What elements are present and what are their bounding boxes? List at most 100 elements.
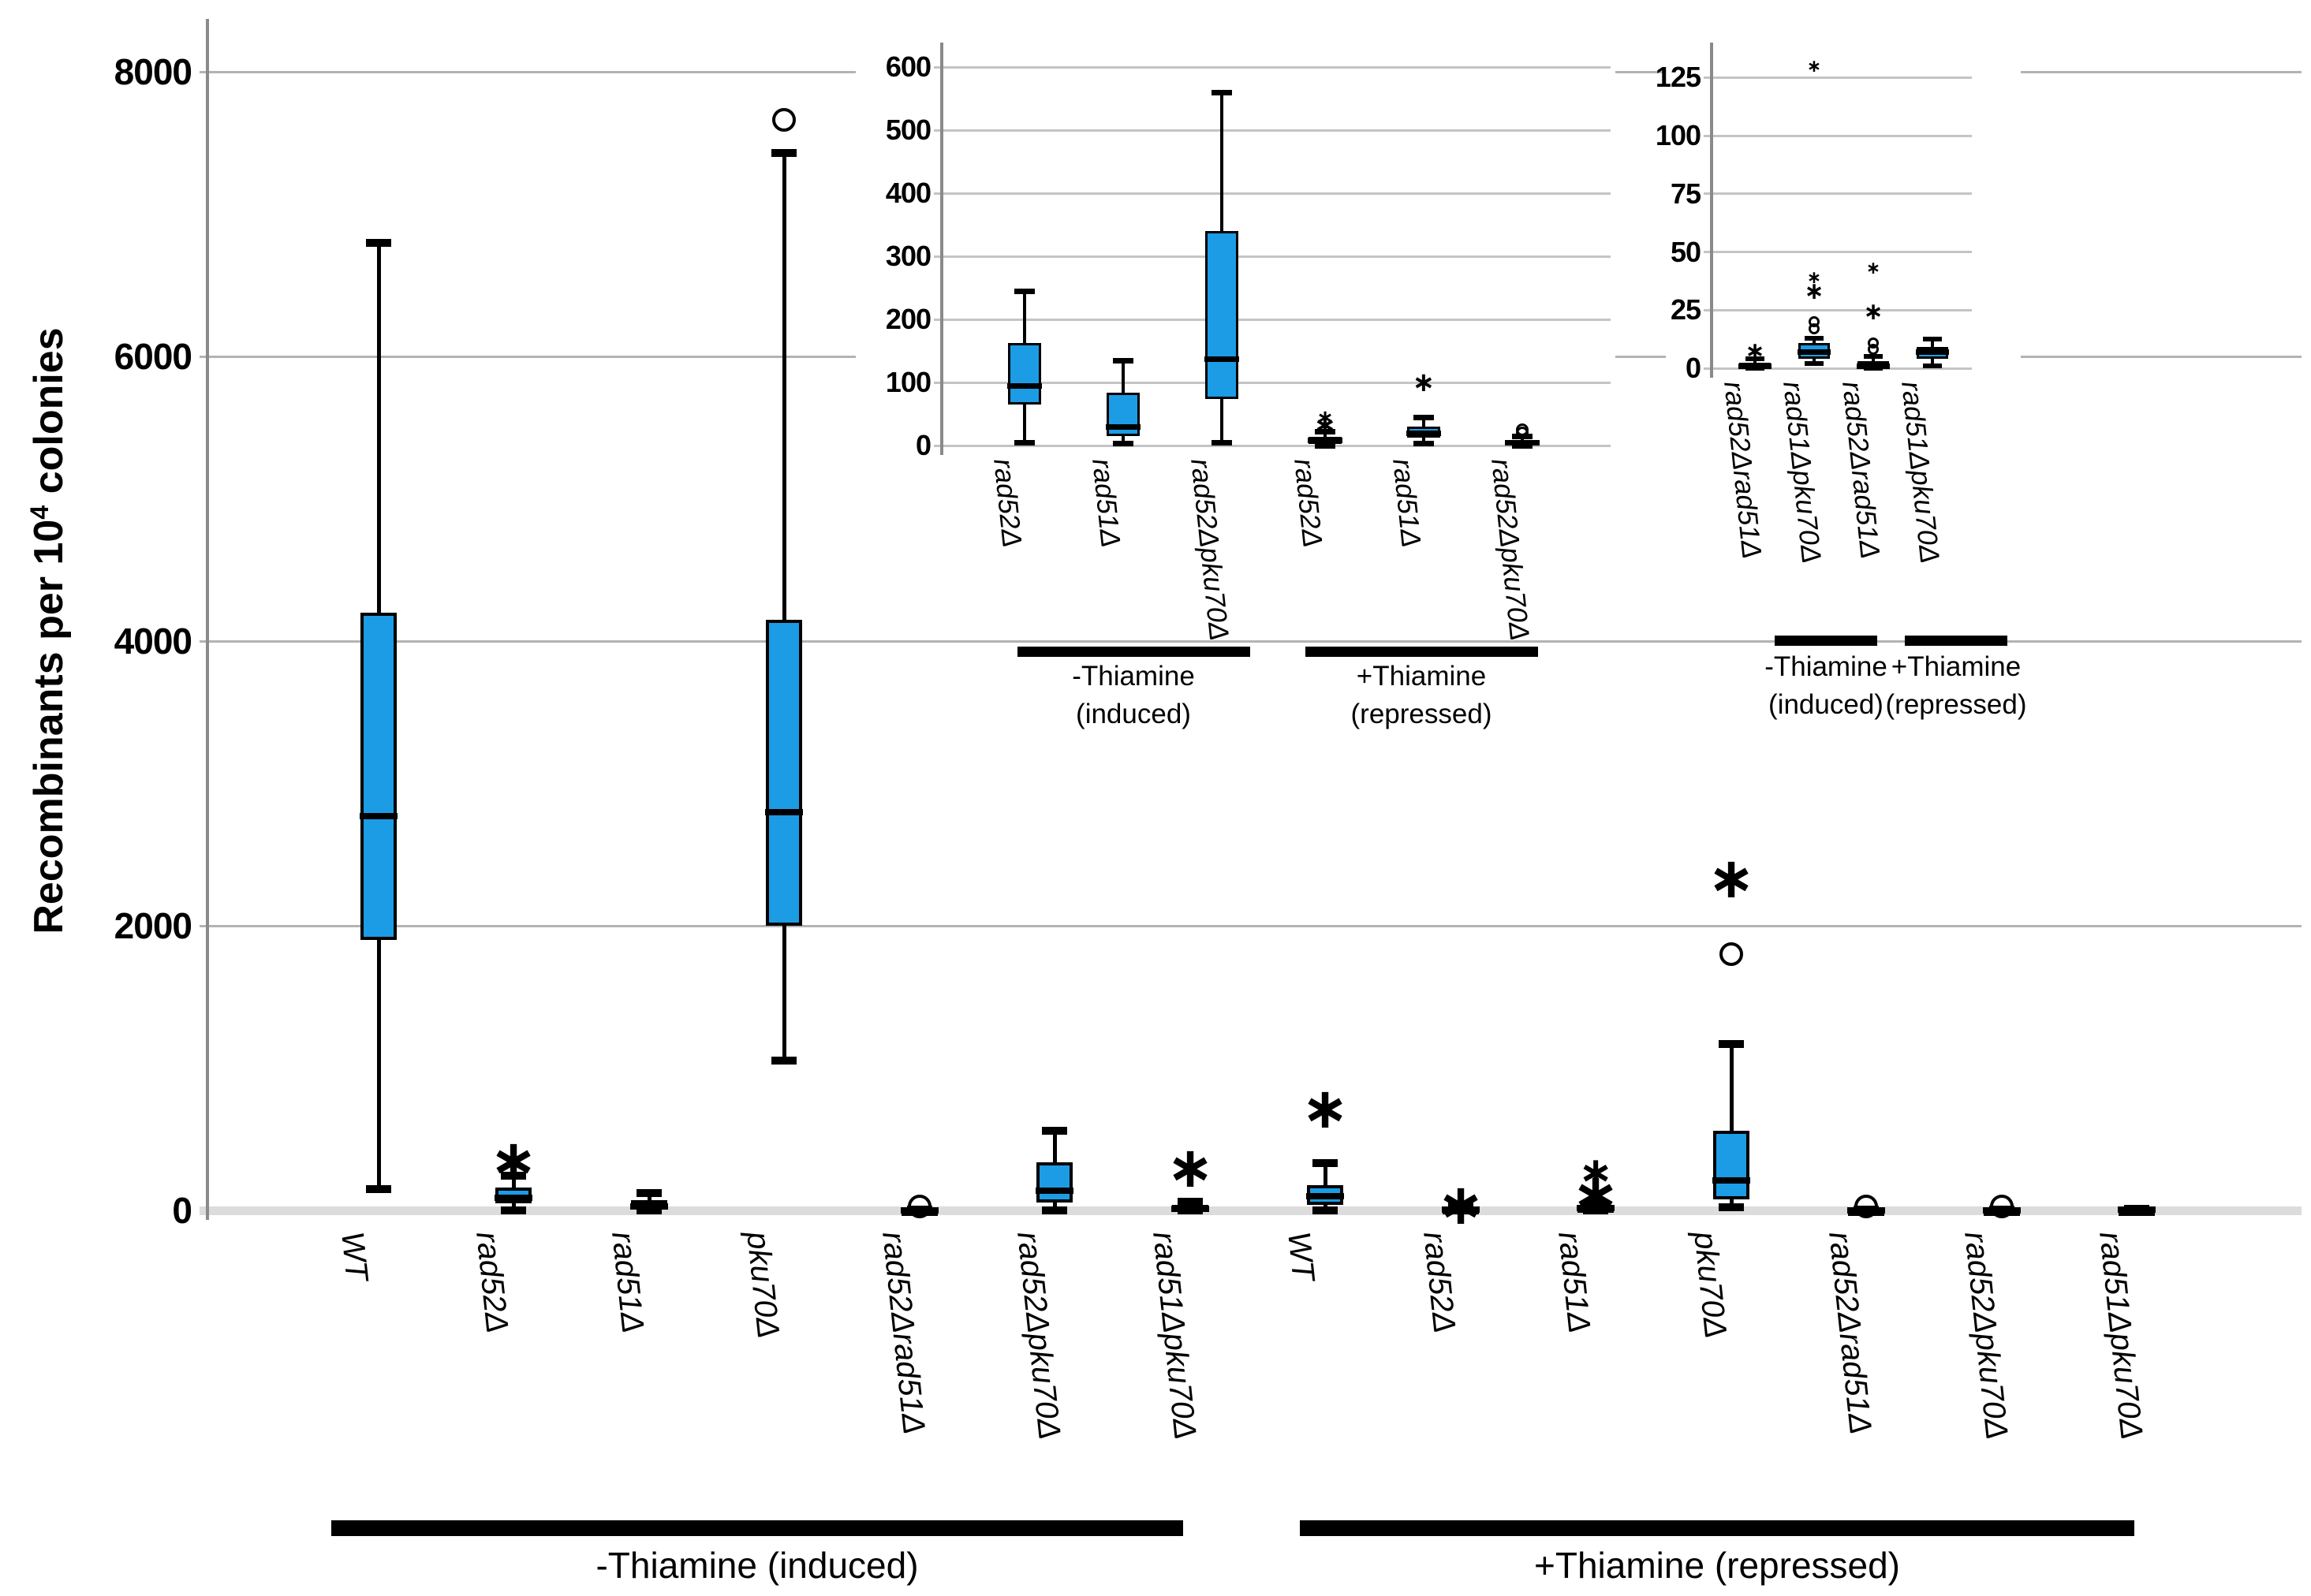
inset1-xlabel-2-rad51Δ: rad51Δ xyxy=(1086,457,1126,550)
inset1-box-1-rad52Δ-median-line xyxy=(1007,382,1042,389)
inset1-group-label-2-line1: +Thiamine xyxy=(1356,661,1487,692)
inset1-box-2-rad51Δ-whisker-cap-bottom xyxy=(1113,441,1133,447)
inset2-ytick-50: 50 xyxy=(1670,235,1701,268)
inset2-group-label-1-line1: -Thiamine xyxy=(1764,651,1887,682)
inset1-box-2-rad51Δ-whisker-cap-top xyxy=(1113,357,1133,364)
inset2-group-label-2-line2: (repressed) xyxy=(1885,689,2027,720)
main-xlabel-11-pku70Δ: pku70Δ xyxy=(1687,1229,1734,1341)
main-box-5-rad52Δrad51Δ-outlier-circle-30 xyxy=(908,1194,931,1218)
main-ytick-0: 0 xyxy=(172,1190,192,1231)
main-box-4-pku70Δ-whisker-cap-top xyxy=(771,148,797,157)
main-xlabel-1-WT: WT xyxy=(334,1229,375,1283)
inset1-gridline-400 xyxy=(934,192,1611,195)
main-box-2-rad52Δ-whisker-cap-bottom xyxy=(501,1206,526,1214)
inset1-box-2-rad51Δ-median-line xyxy=(1106,423,1141,430)
main-box-6-rad52Δpku70Δ-iqr-box xyxy=(1036,1162,1073,1203)
inset2-box-1-rad52Δrad51Δ-whisker-cap-top xyxy=(1745,356,1764,362)
main-box-11-pku70Δ-whisker-cap-top xyxy=(1719,1039,1744,1048)
main-xlabel-9-rad52Δ: rad52Δ xyxy=(1417,1229,1462,1335)
inset2-ytick-0: 0 xyxy=(1685,352,1701,384)
main-group-bar-1 xyxy=(331,1520,1183,1536)
inset2-ytick-100: 100 xyxy=(1655,119,1701,151)
main-box-4-pku70Δ-whisker xyxy=(782,152,786,1061)
main-xlabel-13-rad52Δpku70Δ: rad52Δpku70Δ xyxy=(1958,1229,2014,1441)
main-box-4-pku70Δ-median-line xyxy=(765,808,803,815)
inset1-box-3-rad52Δpku70Δ-whisker-cap-bottom xyxy=(1212,439,1232,446)
inset2-gridline-50 xyxy=(1704,251,1972,253)
inset2-box-2-rad51Δpku70Δ-median-line xyxy=(1798,349,1831,355)
inset1-box-2-rad51Δ-iqr-box xyxy=(1107,392,1140,436)
inset2-group-bar-1 xyxy=(1775,636,1877,646)
inset1-ytick-0: 0 xyxy=(915,429,931,461)
main-ytick-4000: 4000 xyxy=(114,621,192,662)
inset2-y-axis xyxy=(1710,43,1713,378)
inset1-xlabel-5-rad51Δ: rad51Δ xyxy=(1387,457,1427,550)
inset1-gridline-100 xyxy=(934,381,1611,384)
main-xlabel-7-rad51Δpku70Δ: rad51Δpku70Δ xyxy=(1146,1229,1203,1441)
inset2-box-2-rad51Δpku70Δ-whisker-cap-bottom xyxy=(1805,361,1824,367)
inset1-box-5-rad51Δ-whisker-cap-bottom xyxy=(1413,441,1434,447)
inset2-ytick-125: 125 xyxy=(1655,61,1701,94)
inset2-group-bar-2 xyxy=(1905,636,2007,646)
main-xlabel-2-rad52Δ: rad52Δ xyxy=(469,1229,515,1335)
main-box-1-WT-median-line xyxy=(360,813,398,819)
main-y-axis xyxy=(206,19,209,1220)
main-ytick-6000: 6000 xyxy=(114,336,192,377)
main-xlabel-3-rad51Δ: rad51Δ xyxy=(605,1229,651,1335)
inset2-box-2-rad51Δpku70Δ-whisker-cap-top xyxy=(1805,335,1824,341)
inset1-gridline-500 xyxy=(934,129,1611,132)
main-box-3-rad51Δ-median-line xyxy=(630,1203,668,1210)
inset1-gridline-300 xyxy=(934,255,1611,258)
main-box-7-rad51Δpku70Δ-median-line xyxy=(1171,1206,1209,1213)
inset1-box-1-rad52Δ-iqr-box xyxy=(1008,342,1041,405)
inset2-box-3-rad52Δrad51Δ-whisker-cap-top xyxy=(1864,354,1883,360)
main-box-11-pku70Δ-outlier-circle-1800 xyxy=(1719,942,1743,967)
main-box-4-pku70Δ-whisker-cap-bottom xyxy=(771,1057,797,1065)
main-group-bar-2 xyxy=(1300,1520,2134,1536)
main-box-1-WT-iqr-box xyxy=(360,612,397,941)
inset2-gridline-75 xyxy=(1704,192,1972,196)
main-box-8-WT-whisker-cap-bottom xyxy=(1312,1206,1338,1214)
main-xlabel-4-pku70Δ: pku70Δ xyxy=(740,1229,786,1341)
main-box-6-rad52Δpku70Δ-whisker-cap-bottom xyxy=(1042,1206,1067,1214)
y-axis-title-superscript: 4 xyxy=(24,505,54,520)
inset1-box-6-rad52Δpku70Δ-outlier-circle-25 xyxy=(1516,423,1529,436)
inset1-box-3-rad52Δpku70Δ-iqr-box xyxy=(1205,231,1238,399)
main-box-11-pku70Δ-iqr-box xyxy=(1713,1130,1749,1199)
inset2-box-4-rad51Δpku70Δ-whisker-cap-top xyxy=(1923,337,1942,342)
inset1-box-3-rad52Δpku70Δ-median-line xyxy=(1204,356,1239,362)
inset2-box-4-rad51Δpku70Δ-whisker-cap-bottom xyxy=(1923,364,1942,369)
inset1-group-bar-2 xyxy=(1305,647,1538,657)
inset1-y-axis xyxy=(940,43,943,455)
inset1-xlabel-3-rad52Δpku70Δ: rad52Δpku70Δ xyxy=(1185,457,1235,643)
inset2-box-3-rad52Δrad51Δ-median-line xyxy=(1857,363,1890,369)
main-box-12-rad52Δrad51Δ-outlier-circle-30 xyxy=(1854,1194,1878,1218)
inset1-gridline-0 xyxy=(934,444,1611,447)
main-box-4-pku70Δ-iqr-box xyxy=(766,619,802,926)
main-xlabel-8-WT: WT xyxy=(1281,1229,1321,1283)
inset2-panel xyxy=(1666,19,2021,442)
y-axis-title-prefix: Recombinants per 10 xyxy=(26,519,73,934)
inset1-gridline-200 xyxy=(934,318,1611,321)
inset2-gridline-25 xyxy=(1704,308,1972,311)
main-box-4-pku70Δ-outlier-circle-7660 xyxy=(772,108,796,132)
inset1-ytick-400: 400 xyxy=(885,177,931,209)
inset2-box-3-rad52Δrad51Δ-outlier-circle-11 xyxy=(1868,337,1879,349)
inset1-box-5-rad51Δ-whisker-cap-top xyxy=(1413,415,1434,421)
main-box-6-rad52Δpku70Δ-whisker-cap-top xyxy=(1042,1126,1067,1135)
inset2-ytick-75: 75 xyxy=(1670,177,1701,210)
inset1-xlabel-1-rad52Δ: rad52Δ xyxy=(987,457,1028,550)
main-xlabel-5-rad52Δrad51Δ: rad52Δrad51Δ xyxy=(875,1229,931,1437)
main-box-11-pku70Δ-median-line xyxy=(1712,1177,1750,1184)
main-box-11-pku70Δ-whisker xyxy=(1729,1043,1734,1208)
main-box-7-rad51Δpku70Δ-whisker-cap-top xyxy=(1178,1198,1203,1206)
main-box-3-rad51Δ-whisker-cap-bottom xyxy=(637,1206,662,1214)
inset1-box-6-rad52Δpku70Δ-median-line xyxy=(1505,440,1540,446)
main-box-10-rad51Δ-median-line xyxy=(1577,1204,1615,1211)
inset1-group-label-1-line2: (induced) xyxy=(1076,699,1191,729)
main-box-8-WT-whisker-cap-top xyxy=(1312,1159,1338,1168)
main-ytick-8000: 8000 xyxy=(114,51,192,92)
inset1-ytick-200: 200 xyxy=(885,303,931,335)
inset2-box-2-rad51Δpku70Δ-outlier-circle-20 xyxy=(1809,316,1820,327)
inset1-group-label-1-line1: -Thiamine xyxy=(1072,661,1195,692)
